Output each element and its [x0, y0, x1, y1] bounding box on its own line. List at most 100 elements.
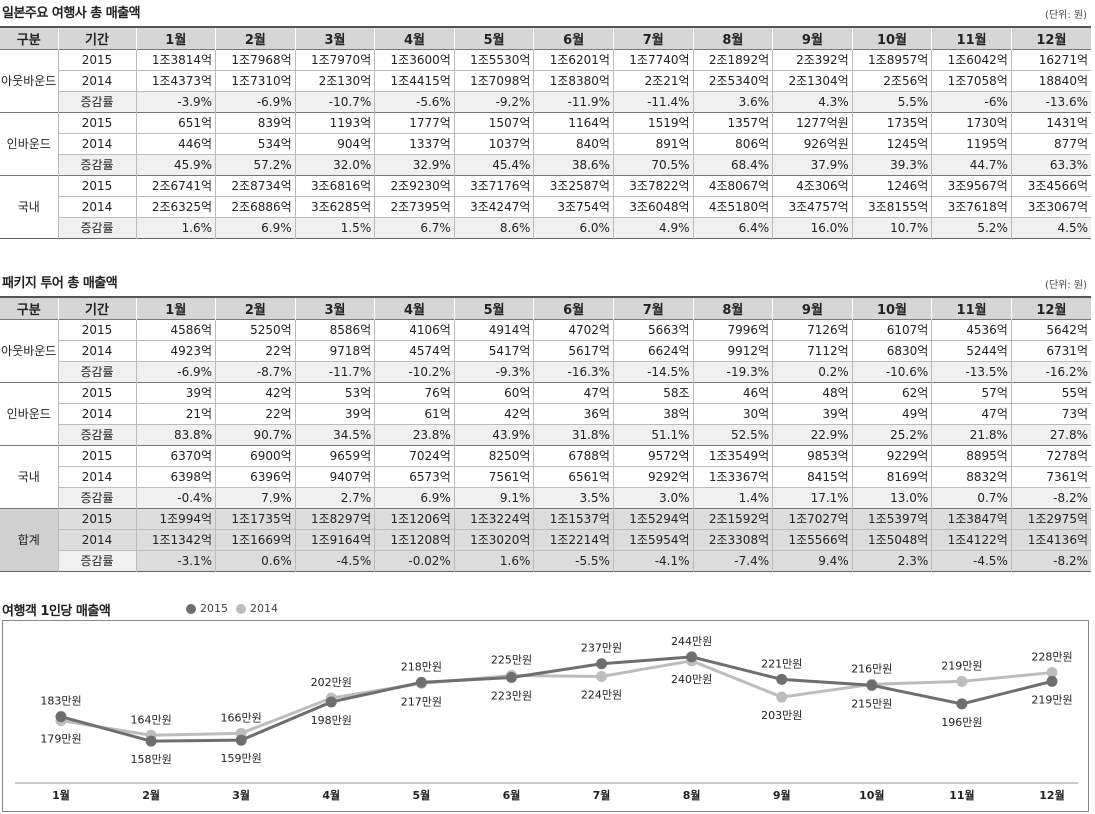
table-cell: 42억 [453, 402, 534, 424]
table-cell: 2조1592억 [692, 507, 773, 529]
table-cell: 2조9230억 [374, 174, 455, 196]
table-cell: 1조1537억 [533, 507, 614, 529]
table-cell: 5617억 [533, 339, 614, 361]
table2-title: 패키지 투어 총 매출액 [2, 276, 118, 291]
table-cell: 2조6741억 [135, 174, 216, 196]
table-cell: 3조8155억 [851, 195, 932, 217]
x-tick-label: 11월 [949, 788, 974, 802]
data-point-2015 [55, 711, 67, 723]
table-cell: 23.8% [374, 423, 455, 445]
table-row: 증감률 1.6% 6.9% 1.5% 6.7% 8.6% 6.0% 4.9% 6.4% 16.0%… [0, 216, 1091, 238]
table-cell: 46억 [692, 381, 773, 403]
table-cell: 0.6% [215, 549, 296, 571]
data-label-2015: 198만원 [311, 714, 352, 727]
table-cell: -11.9% [533, 90, 614, 112]
table-cell: 43.9% [453, 423, 534, 445]
table-cell: 1조4122억 [931, 528, 1012, 550]
table-cell: -4.5% [931, 549, 1012, 571]
table-cell: 5244억 [931, 339, 1012, 361]
x-tick-label: 8월 [683, 788, 701, 802]
table-cell: 53억 [294, 381, 375, 403]
table-cell: 1조4373억 [135, 69, 216, 91]
table-cell: 6.9% [374, 486, 455, 508]
table-cell: 9853억 [772, 444, 853, 466]
table-cell: 1조7058억 [931, 69, 1012, 91]
table-cell: 4조8067억 [692, 174, 773, 196]
table-cell: 1조2214억 [533, 528, 614, 550]
data-point-2015 [866, 679, 878, 691]
table-cell: 3조4566억 [1010, 174, 1091, 196]
table-cell: 877억 [1010, 132, 1091, 154]
table-cell: -16.3% [533, 360, 614, 382]
table-cell: 1조5397억 [851, 507, 932, 529]
table-cell: 9.4% [772, 549, 853, 571]
table-cell: 1조1342억 [135, 528, 216, 550]
legend-2014-label: 2014 [250, 602, 278, 615]
table-cell: -5.5% [533, 549, 614, 571]
table-cell: 25.2% [851, 423, 932, 445]
table-cell: 1.5% [294, 216, 375, 238]
table-cell: 8250억 [453, 444, 534, 466]
table-cell: 926억원 [772, 132, 853, 154]
table-cell: 45.4% [453, 153, 534, 175]
table-cell: 2조7395억 [374, 195, 455, 217]
data-label-2014: 216만원 [851, 662, 892, 675]
table-cell: 32.9% [374, 153, 455, 175]
table-cell: 1246억 [851, 174, 932, 196]
table-cell: 1조9164억 [294, 528, 375, 550]
table-cell: -8.7% [215, 360, 296, 382]
data-label-2015: 183만원 [40, 695, 81, 708]
x-tick-label: 12월 [1039, 788, 1064, 802]
table-row: 증감률 -3.9% -6.9% -10.7% -5.6% -9.2% -11.9% -11.4… [0, 90, 1091, 112]
table-cell: 57억 [931, 381, 1012, 403]
table-cell: 27.8% [1010, 423, 1091, 445]
table-cell: 1조5954억 [612, 528, 694, 550]
data-label-2015: 221만원 [761, 657, 802, 670]
table-cell: -6.9% [135, 360, 216, 382]
col-header: 12월 [1010, 297, 1091, 319]
table-row: 합계 2015 1조994억 1조1735억 1조8297억 1조1206억 1조3224억… [0, 507, 1091, 571]
table-cell: -5.6% [374, 90, 455, 112]
table-cell: 1337억 [374, 132, 455, 154]
group-label: 국내 [0, 174, 58, 238]
table-cell: 1조1669억 [215, 528, 296, 550]
data-label-2014: 179만원 [40, 733, 81, 746]
table-cell: 446억 [135, 132, 216, 154]
table-cell: 651억 [135, 111, 216, 133]
table-cell: 4574억 [374, 339, 455, 361]
table-cell: 3조7822억 [612, 174, 694, 196]
chart-title: 여행객 1인당 매출액 [2, 604, 111, 619]
table-cell: 1164억 [533, 111, 614, 133]
table-cell: 2조6886억 [215, 195, 296, 217]
x-tick-label: 6월 [503, 788, 521, 802]
table-cell: 9912억 [692, 339, 773, 361]
table-cell: 1조7970억 [294, 48, 375, 70]
data-label-2015: 219만원 [1031, 693, 1072, 706]
table-cell: 58조 [612, 381, 694, 403]
period-label: 증감률 [57, 153, 136, 175]
group-label: 인바운드 [0, 111, 58, 175]
period-label: 2014 [57, 339, 136, 361]
table-cell: 1507억 [453, 111, 534, 133]
table-cell: 3조4757억 [772, 195, 853, 217]
period-label: 2015 [57, 444, 136, 466]
table-cell: 73억 [1010, 402, 1091, 424]
data-label-2015: 159만원 [221, 752, 262, 765]
table-cell: -8.2% [1010, 486, 1091, 508]
table-cell: 3.6% [692, 90, 773, 112]
col-header: 4월 [374, 27, 455, 49]
data-label-2014: 224만원 [581, 688, 622, 701]
data-label-2015: 223만원 [491, 689, 532, 702]
table-cell: -4.1% [612, 549, 694, 571]
table-cell: 1245억 [851, 132, 932, 154]
table-cell: 4914억 [453, 318, 534, 340]
table-cell: 34.5% [294, 423, 375, 445]
table-cell: 4923억 [135, 339, 216, 361]
table-cell: 6830억 [851, 339, 932, 361]
table-cell: 1.4% [692, 486, 773, 508]
period-label: 2014 [57, 69, 136, 91]
table-cell: 3조9567억 [931, 174, 1012, 196]
table-cell: 37.9% [772, 153, 853, 175]
table-cell: 1조7740억 [612, 48, 694, 70]
table-cell: 39.3% [851, 153, 932, 175]
